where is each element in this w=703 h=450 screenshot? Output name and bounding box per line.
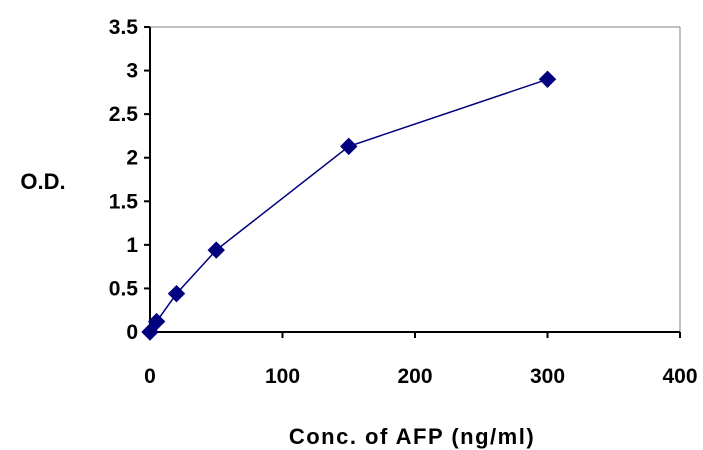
data-point-marker (167, 284, 186, 303)
y-tick-label: 0.5 (109, 277, 139, 300)
x-tick-label: 300 (530, 365, 565, 388)
data-point-marker (538, 70, 557, 88)
series-line (149, 78, 548, 333)
y-tick-label: 1.5 (109, 190, 139, 213)
data-point-marker (340, 137, 358, 156)
y-tick-label: 3 (126, 60, 138, 83)
x-tick-label: 100 (265, 365, 300, 388)
y-tick-label: 1 (126, 234, 138, 257)
x-tick-label: 0 (144, 365, 156, 388)
data-point-marker (141, 323, 159, 341)
x-tick-label: 400 (662, 365, 697, 388)
y-tick-label: 2.5 (109, 103, 139, 126)
y-tick-label: 2 (126, 147, 138, 170)
x-tick-label: 200 (397, 365, 432, 388)
y-axis-title: O.D. (20, 169, 65, 194)
x-axis-title: Conc. of AFP (ng/ml) (289, 424, 535, 449)
data-point-marker (147, 312, 166, 331)
y-tick-label: 3.5 (109, 16, 139, 39)
data-point-marker (207, 241, 225, 259)
y-tick-label: 0 (126, 321, 138, 344)
